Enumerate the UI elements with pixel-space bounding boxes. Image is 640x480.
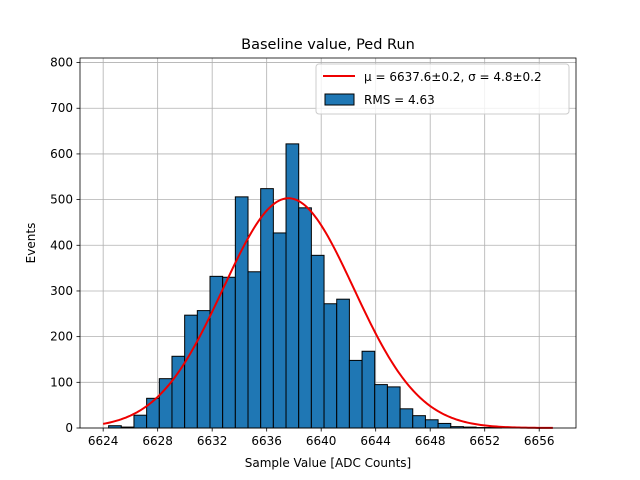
x-axis-label: Sample Value [ADC Counts]: [245, 456, 411, 470]
y-axis-label: Events: [24, 223, 38, 264]
histogram-bar: [285, 143, 300, 429]
histogram-bar: [348, 359, 363, 429]
y-tick-label: 300: [50, 284, 73, 298]
y-axis-ticks: 0 100 200 300 400 500 600 700 800: [50, 56, 80, 435]
histogram-bar: [133, 414, 148, 429]
x-tick-label: 6624: [88, 434, 119, 448]
histogram-bar: [437, 422, 452, 429]
x-tick-label: 6636: [251, 434, 282, 448]
histogram-bar: [310, 254, 325, 429]
x-tick-label: 6648: [415, 434, 446, 448]
histogram-bar: [158, 378, 173, 429]
plot-frame: [79, 57, 577, 429]
gaussian-fit: [102, 197, 553, 429]
histogram-bar: [336, 298, 350, 429]
y-tick-label: 800: [50, 56, 73, 70]
histogram-bar: [272, 232, 287, 429]
legend-hist-swatch: [324, 93, 355, 106]
chart-title: Baseline value, Ped Run: [241, 37, 415, 53]
legend-fit-label: μ = 6637.6±0.2, σ = 4.8±0.2: [364, 70, 542, 84]
y-tick-label: 400: [50, 238, 73, 252]
y-tick-label: 200: [50, 330, 73, 344]
histogram-bar: [386, 386, 401, 429]
x-tick-label: 6652: [469, 434, 500, 448]
histogram-bar: [260, 188, 274, 429]
fit-curve: [102, 197, 553, 429]
histogram-bar: [412, 415, 426, 429]
y-tick-label: 100: [50, 375, 73, 389]
x-tick-label: 6640: [306, 434, 337, 448]
histogram-bar: [298, 207, 312, 429]
x-tick-label: 6632: [197, 434, 228, 448]
histogram-bar: [323, 303, 338, 429]
x-tick-label: 6644: [360, 434, 391, 448]
y-tick-label: 500: [50, 193, 73, 207]
x-tick-label: 6656: [524, 434, 555, 448]
histogram-bar: [222, 276, 236, 429]
y-tick-label: 700: [50, 101, 73, 115]
histogram-bar: [209, 275, 224, 429]
histogram-bar: [146, 397, 160, 429]
legend-box: [315, 63, 570, 115]
y-tick-label: 0: [65, 421, 73, 435]
histogram-bar: [361, 350, 376, 429]
histogram-bar: [424, 419, 439, 429]
histogram-bar: [184, 314, 198, 429]
histogram-bar: [399, 408, 414, 429]
histogram-bar: [247, 271, 262, 429]
y-tick-label: 600: [50, 147, 73, 161]
x-tick-label: 6628: [142, 434, 173, 448]
x-axis-ticks: 6624 6628 6632 6636 6640 6644 6648 6652 6656: [88, 428, 555, 448]
histogram-bar: [374, 384, 388, 429]
histogram-bar: [234, 196, 249, 429]
legend: μ = 6637.6±0.2, σ = 4.8±0.2 RMS = 4.63: [315, 63, 570, 115]
legend-hist-label: RMS = 4.63: [364, 93, 435, 107]
